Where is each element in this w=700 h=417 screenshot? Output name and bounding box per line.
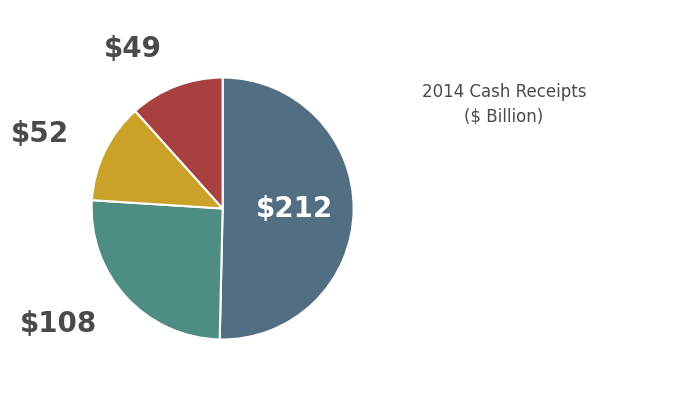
Text: $52: $52 — [11, 120, 69, 148]
Text: $212: $212 — [256, 195, 333, 224]
Wedge shape — [220, 78, 354, 339]
Wedge shape — [92, 111, 223, 208]
Wedge shape — [135, 78, 223, 208]
Text: 2014 Cash Receipts
($ Billion): 2014 Cash Receipts ($ Billion) — [421, 83, 587, 125]
Wedge shape — [92, 200, 223, 339]
Text: $108: $108 — [20, 309, 97, 338]
Text: $49: $49 — [104, 35, 162, 63]
